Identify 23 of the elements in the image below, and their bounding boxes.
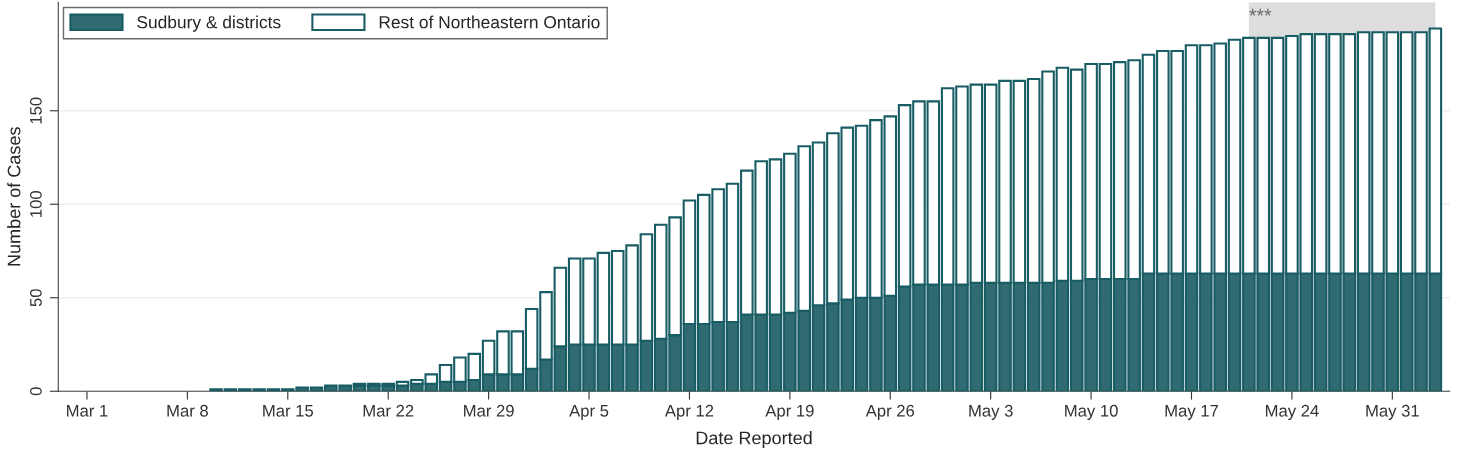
- x-tick-label: May 31: [1366, 404, 1419, 420]
- x-tick-label: Apr 12: [664, 404, 714, 420]
- y-tick-label: 150: [29, 97, 42, 124]
- x-tick-label: Apr 5: [569, 405, 609, 420]
- x-tick-label: Apr 26: [865, 404, 915, 420]
- y-tick-label: 50: [29, 289, 42, 307]
- x-tick-label: Mar 29: [464, 404, 514, 417]
- x-tick-label: Mar 8: [167, 404, 208, 417]
- x-tick-label: May 3: [969, 404, 1013, 420]
- y-axis-title: Number of Cases: [7, 127, 21, 266]
- y-tick-label: 100: [29, 191, 42, 217]
- x-tick-label: Mar 22: [363, 404, 414, 417]
- legend-label: Rest of Northeastern Ontario: [379, 15, 600, 29]
- legend-label: Sudbury & districts: [137, 15, 281, 32]
- x-tick-label: May 24: [1265, 404, 1319, 420]
- x-axis-title: Date Reported: [696, 431, 812, 448]
- x-tick-label: Mar 15: [263, 405, 314, 417]
- x-tick-label: Apr 19: [765, 404, 814, 420]
- y-tick-label: 0: [29, 387, 42, 396]
- band-label: ***: [1249, 8, 1272, 16]
- x-tick-label: May 10: [1065, 404, 1118, 420]
- x-tick-label: May 17: [1165, 405, 1218, 420]
- x-tick-label: Mar 1: [67, 405, 108, 417]
